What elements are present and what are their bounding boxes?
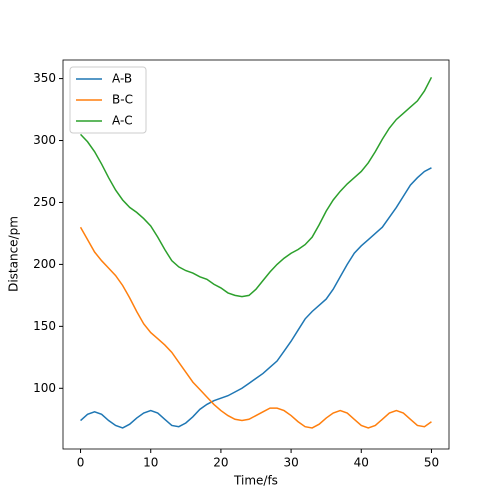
line-series: [79, 226, 432, 429]
legend-label: A-C: [112, 114, 133, 128]
y-tick-label: 350: [33, 71, 56, 85]
axes-frame: [62, 59, 450, 450]
line-series: [80, 77, 433, 298]
x-tick-label: 20: [213, 456, 228, 470]
y-axis-label: Distance/pm: [7, 216, 21, 292]
legend-label: B-C: [112, 93, 133, 107]
y-tick-label: 300: [33, 133, 56, 147]
x-tick-label: 40: [354, 456, 369, 470]
y-tick-label: 250: [33, 195, 56, 209]
y-tick-label: 100: [33, 381, 56, 395]
y-tick-label: 200: [33, 257, 56, 271]
x-tick-label: 50: [424, 456, 439, 470]
legend-box: [69, 66, 147, 134]
legend-label: A-B: [112, 72, 132, 86]
x-tick-label: 10: [143, 456, 158, 470]
y-tick-label: 150: [33, 319, 56, 333]
x-tick-label: 30: [283, 456, 298, 470]
line-series: [80, 167, 432, 429]
x-tick-label: 0: [77, 456, 85, 470]
x-axis-label: Time/fs: [233, 474, 278, 488]
